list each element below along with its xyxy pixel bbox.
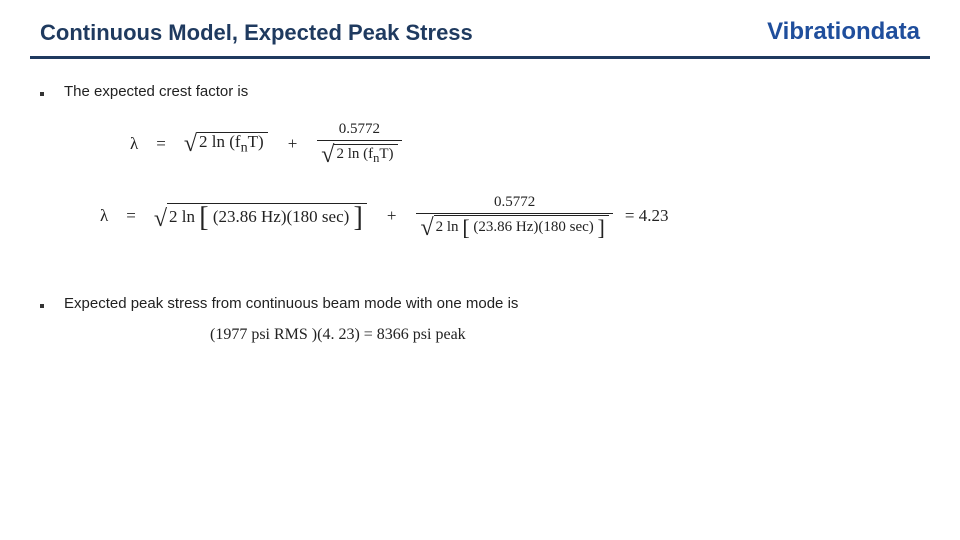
bracket-left-icon: [ (462, 215, 469, 240)
bullet-2: Expected peak stress from continuous bea… (40, 295, 920, 312)
radical-icon: √ (154, 210, 167, 229)
fraction-1-den: √ 2 ln (fnT) (317, 140, 401, 167)
bracket-left-icon: [ (199, 202, 208, 233)
formula-1: λ = √ 2 ln (fnT) + 0.5772 √ 2 ln (fnT) (130, 120, 920, 167)
equals-sign: = (126, 207, 136, 224)
lambda-symbol: λ (130, 135, 138, 152)
lambda-symbol: λ (100, 207, 108, 224)
bullet-dot-icon (40, 304, 44, 308)
radical-icon: √ (321, 146, 334, 165)
fraction-2-num: 0.5772 (490, 193, 539, 213)
fraction-2: 0.5772 √ 2 ln [ (23.86 Hz)(180 sec) ] (416, 193, 612, 237)
formula-2-result: = 4.23 (625, 207, 669, 224)
sqrt-body-2: 2 ln [ (23.86 Hz)(180 sec) ] (167, 203, 367, 225)
fraction-1-num: 0.5772 (335, 120, 384, 140)
radical-icon: √ (420, 219, 433, 238)
fraction-2-den: √ 2 ln [ (23.86 Hz)(180 sec) ] (416, 213, 612, 237)
brand-label: Vibrationdata (767, 18, 920, 46)
plus-sign: + (387, 207, 397, 224)
equals-sign: = (156, 135, 166, 152)
sqrt-term-1: √ 2 ln (fnT) (184, 132, 268, 156)
bullet-1: The expected crest factor is (40, 83, 920, 100)
bracket-right-icon: ] (354, 202, 363, 233)
page-title: Continuous Model, Expected Peak Stress (40, 20, 473, 46)
bullet-2-text: Expected peak stress from continuous bea… (64, 295, 518, 312)
bullet-1-text: The expected crest factor is (64, 83, 248, 100)
fraction-1: 0.5772 √ 2 ln (fnT) (317, 120, 401, 167)
bullet-dot-icon (40, 92, 44, 96)
slide-content: The expected crest factor is λ = √ 2 ln … (0, 59, 960, 344)
bracket-right-icon: ] (598, 215, 605, 240)
plus-sign: + (288, 135, 298, 152)
header: Continuous Model, Expected Peak Stress V… (0, 0, 960, 56)
radical-icon: √ (184, 135, 197, 154)
sqrt-body-1: 2 ln (fnT) (197, 132, 268, 155)
sqrt-term-2: √ 2 ln [ (23.86 Hz)(180 sec) ] (154, 204, 367, 226)
result-line: (1977 psi RMS )(4. 23) = 8366 psi peak (210, 326, 920, 344)
formula-2: λ = √ 2 ln [ (23.86 Hz)(180 sec) ] + 0.5… (100, 193, 920, 237)
